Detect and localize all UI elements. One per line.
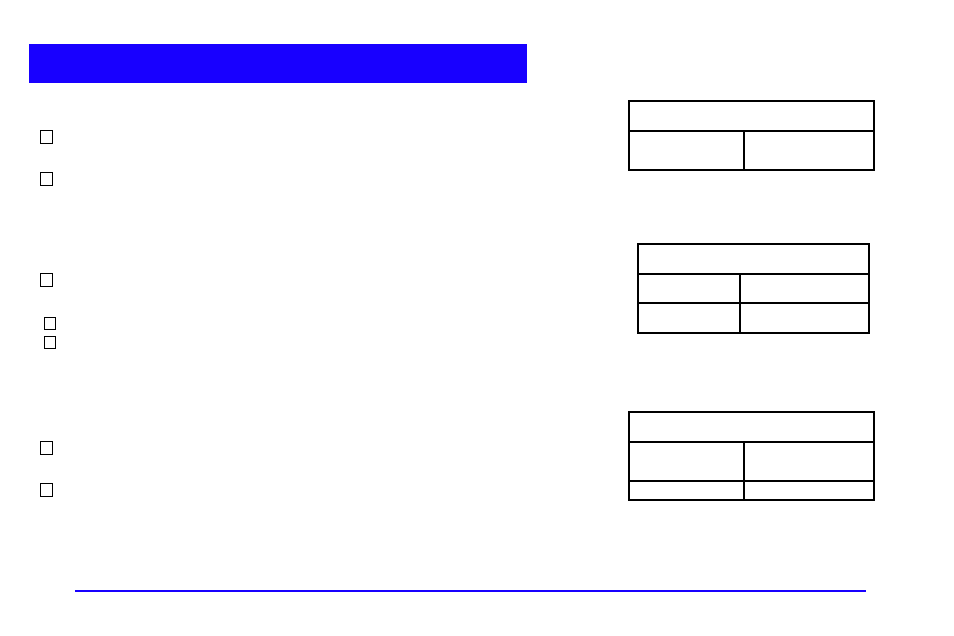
table-1-header bbox=[629, 101, 874, 131]
document-page bbox=[0, 0, 954, 636]
table-3-cell-2 bbox=[744, 442, 874, 481]
table-2 bbox=[637, 243, 870, 334]
checkbox-7[interactable] bbox=[40, 483, 53, 497]
table-2-cell-1 bbox=[638, 274, 740, 303]
checkbox-2[interactable] bbox=[40, 172, 53, 186]
checkbox-5[interactable] bbox=[44, 336, 56, 349]
table-1-cell-1 bbox=[629, 131, 744, 170]
checkbox-1[interactable] bbox=[40, 130, 53, 144]
table-row bbox=[638, 303, 869, 333]
footer-line bbox=[75, 590, 866, 592]
table-3-cell-3 bbox=[629, 481, 744, 500]
table-3-cell-1 bbox=[629, 442, 744, 481]
table-2-cell-4 bbox=[740, 303, 869, 333]
table-3 bbox=[628, 411, 875, 501]
table-row bbox=[638, 274, 869, 303]
table-row bbox=[629, 442, 874, 481]
checkbox-3[interactable] bbox=[40, 273, 53, 287]
table-row bbox=[629, 131, 874, 170]
checkbox-6[interactable] bbox=[40, 441, 53, 455]
table-2-cell-3 bbox=[638, 303, 740, 333]
checkbox-4[interactable] bbox=[44, 317, 56, 330]
table-2-header bbox=[638, 244, 869, 274]
table-row bbox=[629, 481, 874, 500]
table-2-cell-2 bbox=[740, 274, 869, 303]
table-1-cell-2 bbox=[744, 131, 874, 170]
header-bar bbox=[29, 44, 527, 83]
table-3-cell-4 bbox=[744, 481, 874, 500]
table-1 bbox=[628, 100, 875, 171]
table-3-header bbox=[629, 412, 874, 442]
